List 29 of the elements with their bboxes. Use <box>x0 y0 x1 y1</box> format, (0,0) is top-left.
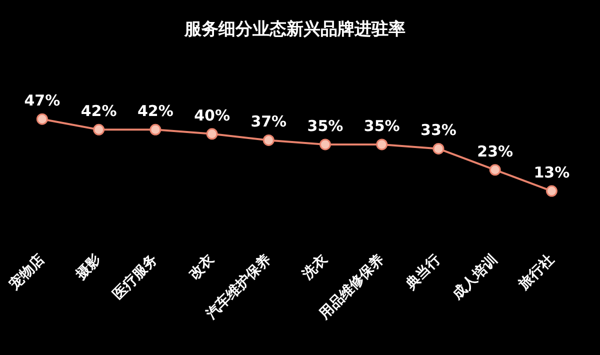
chart-title: 服务细分业态新兴品牌进驻率 <box>184 20 406 40</box>
x-tick-label: 洗衣 <box>298 250 332 284</box>
x-tick-label: 宠物店 <box>5 251 48 294</box>
x-tick-label: 成人培训 <box>448 251 500 304</box>
point <box>36 113 48 125</box>
data-label: 13% <box>534 163 570 182</box>
point <box>489 164 501 176</box>
x-tick-label: 典当行 <box>402 252 444 294</box>
x-tick-label: 医疗服务 <box>109 251 161 303</box>
data-label: 33% <box>420 121 456 140</box>
point <box>320 138 331 150</box>
data-label: 40% <box>194 106 230 124</box>
point <box>93 124 105 136</box>
x-tick-label: 摄影 <box>72 252 104 284</box>
point <box>376 138 388 150</box>
x-tick-label: 改衣 <box>186 250 218 283</box>
data-label: 35% <box>307 116 344 135</box>
data-label: 23% <box>477 142 514 160</box>
data-label: 35% <box>364 116 400 135</box>
data-label: 37% <box>250 112 287 131</box>
data-label: 47% <box>24 91 60 110</box>
point <box>432 142 444 154</box>
point <box>206 128 218 140</box>
point <box>262 134 274 146</box>
data-label: 42% <box>80 102 117 120</box>
point <box>546 185 558 197</box>
x-tick-label: 旅行社 <box>515 252 558 294</box>
point <box>150 124 162 136</box>
data-label: 42% <box>137 102 174 120</box>
